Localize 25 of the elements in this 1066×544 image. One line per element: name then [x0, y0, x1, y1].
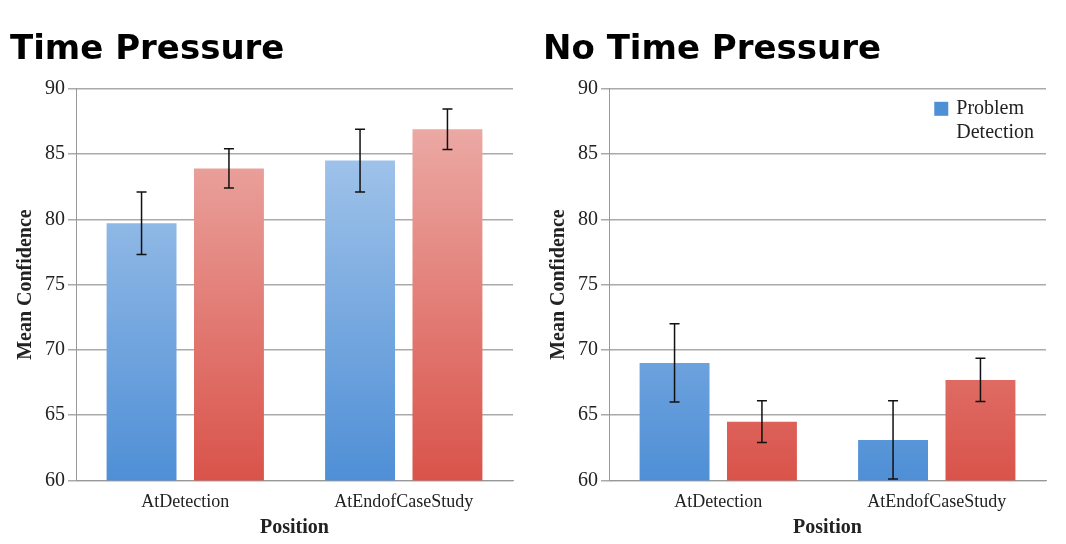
y-tick-label: 70	[45, 337, 65, 360]
y-tick-label: 80	[578, 206, 598, 229]
legend-label: Problem Detection	[956, 96, 1035, 143]
y-tick-label: 90	[45, 76, 65, 99]
y-tick-label: 85	[578, 141, 598, 164]
y-tick-label: 75	[578, 271, 598, 294]
y-tick-label: 90	[578, 76, 598, 99]
y-tick-label: 65	[578, 402, 598, 425]
y-axis-title: Mean Confidence	[13, 209, 36, 360]
y-tick-label: 70	[578, 337, 598, 360]
y-tick-label: 80	[45, 206, 65, 229]
y-axis-title: Mean Confidence	[546, 209, 569, 360]
y-tick-label: 60	[578, 467, 598, 490]
y-tick-label: 85	[45, 141, 65, 164]
x-tick-label: AtEndofCaseStudy	[334, 490, 474, 511]
y-tick-label: 60	[45, 467, 65, 490]
y-tick-label: 65	[45, 402, 65, 425]
x-axis-title: Position	[260, 515, 329, 538]
x-tick-label: AtDetection	[141, 490, 230, 511]
chart-title: Time Pressure	[10, 27, 285, 68]
x-tick-label: AtDetection	[674, 490, 763, 511]
y-tick-label: 75	[45, 271, 65, 294]
x-axis-title: Position	[793, 515, 862, 538]
chart-title: No Time Pressure	[543, 27, 882, 68]
x-tick-label: AtEndofCaseStudy	[867, 490, 1007, 511]
